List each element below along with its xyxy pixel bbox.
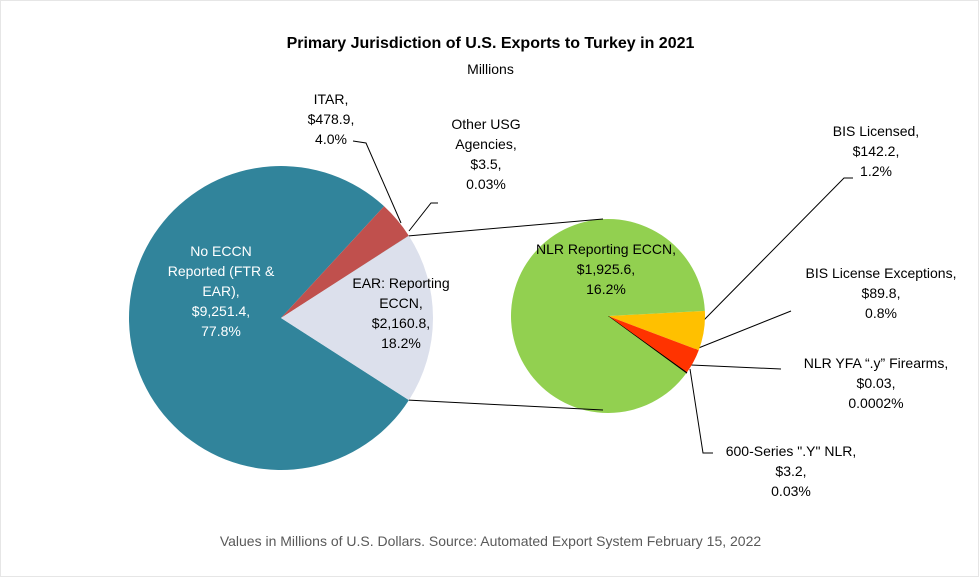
- label-percent: 0.03%: [771, 483, 811, 499]
- leader-line: [352, 140, 402, 224]
- label-name: NLR YFA “.y” Firearms,: [803, 355, 949, 371]
- pie-slice: [608, 316, 699, 373]
- label-name: No ECCN Reported (FTR & EAR),: [167, 243, 275, 299]
- label-percent: 1.2%: [860, 163, 892, 179]
- label-name: BIS License Exceptions,: [805, 265, 957, 281]
- data-label: ITAR, $478.9, 4.0%: [296, 89, 366, 149]
- label-name: ITAR,: [313, 91, 349, 107]
- data-label: EAR: Reporting ECCN, $2,160.8, 18.2%: [341, 273, 461, 353]
- label-name: EAR: Reporting ECCN,: [352, 275, 450, 311]
- pie-slice: [511, 218, 705, 413]
- label-value: $478.9,: [307, 111, 355, 127]
- leader-line: [408, 202, 438, 232]
- connector-line: [408, 399, 604, 411]
- leader-lines: [352, 140, 853, 454]
- chart-title: Primary Jurisdiction of U.S. Exports to …: [286, 35, 695, 52]
- data-label: NLR Reporting ECCN, $1,925.6, 16.2%: [521, 239, 691, 299]
- data-label: No ECCN Reported (FTR & EAR), $9,251.4, 77…: [161, 241, 281, 341]
- label-percent: 18.2%: [381, 335, 421, 351]
- pie-slice: [128, 166, 409, 470]
- pie-slice: [281, 235, 409, 318]
- pie-slice: [608, 310, 705, 351]
- leader-line: [690, 310, 792, 352]
- pie-slice: [281, 235, 433, 401]
- label-value: $9,251.4,: [191, 303, 251, 319]
- label-percent: 0.0002%: [848, 395, 904, 411]
- label-value: $142.2,: [852, 143, 900, 159]
- leader-line: [689, 368, 713, 454]
- leader-line: [690, 364, 782, 370]
- label-value: $3.2,: [775, 463, 807, 479]
- label-percent: 77.8%: [201, 323, 241, 339]
- data-label: BIS Licensed, $142.2, 1.2%: [811, 121, 941, 181]
- label-name: BIS Licensed,: [832, 123, 920, 139]
- source-note: Values in Millions of U.S. Dollars. Sour…: [219, 533, 762, 549]
- label-value: $89.8,: [861, 285, 901, 301]
- data-label: BIS License Exceptions, $89.8, 0.8%: [786, 263, 976, 323]
- data-label: NLR YFA “.y” Firearms, $0.03, 0.0002%: [781, 353, 971, 413]
- label-name: NLR Reporting ECCN,: [535, 241, 677, 257]
- data-label: 600-Series ".Y" NLR, $3.2, 0.03%: [711, 441, 871, 501]
- label-percent: 0.03%: [466, 176, 506, 192]
- label-value: $2,160.8,: [371, 315, 431, 331]
- label-percent: 0.8%: [865, 305, 897, 321]
- pie-slice: [281, 206, 409, 318]
- label-value: $3.5,: [470, 156, 502, 172]
- data-label: Other USG Agencies, $3.5, 0.03%: [441, 114, 531, 194]
- label-name: Other USG Agencies,: [451, 116, 521, 152]
- chart-subtitle: Millions: [467, 61, 514, 77]
- connector-line: [408, 218, 604, 237]
- label-percent: 16.2%: [586, 281, 626, 297]
- label-percent: 4.0%: [315, 131, 347, 147]
- label-name: 600-Series ".Y" NLR,: [725, 443, 857, 459]
- pie-slice: [607, 315, 688, 374]
- label-value: $1,925.6,: [576, 261, 636, 277]
- leader-line: [700, 177, 853, 324]
- label-value: $0.03,: [856, 375, 896, 391]
